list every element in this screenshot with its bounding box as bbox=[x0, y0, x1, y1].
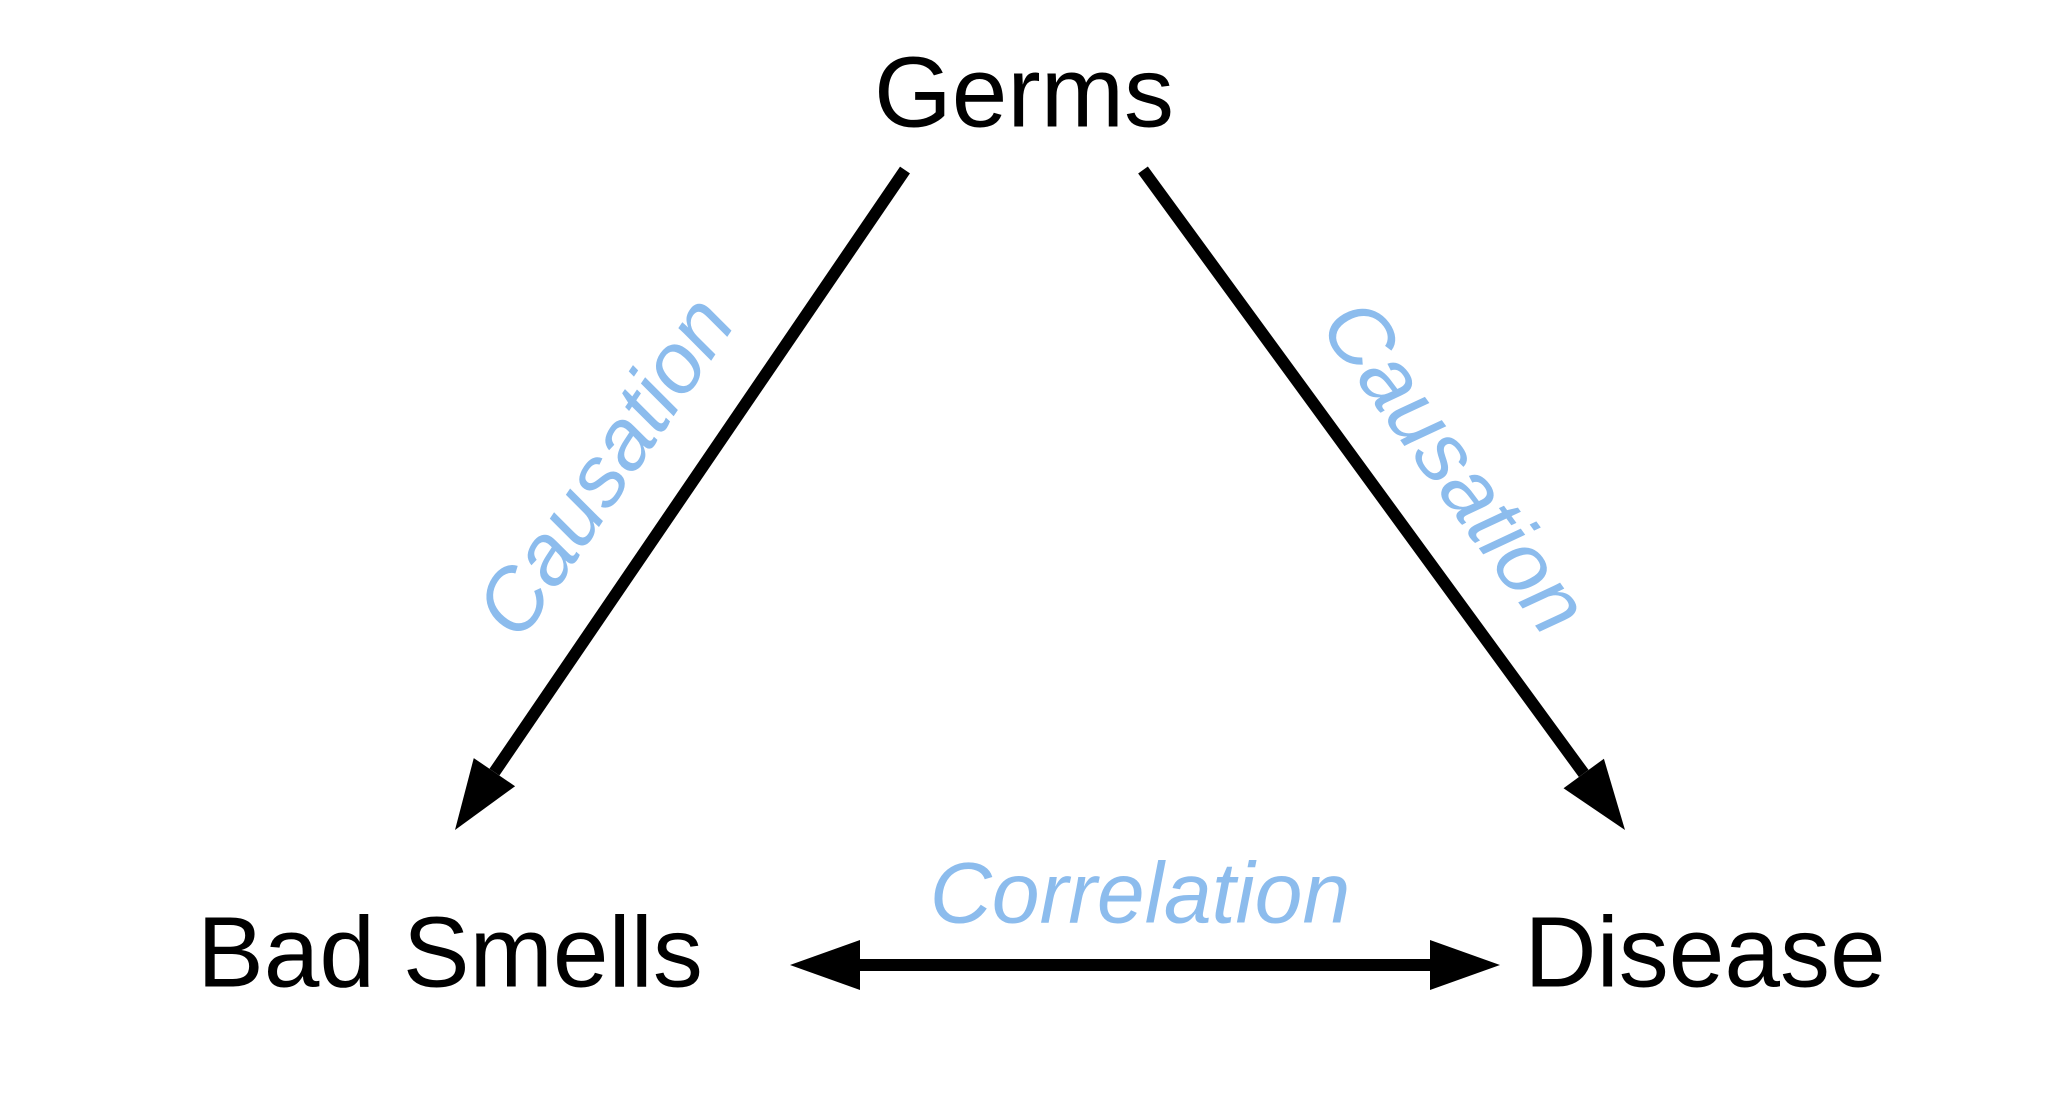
arrow-germs-to-badsmells bbox=[455, 170, 905, 830]
node-badsmells: Bad Smells bbox=[197, 896, 703, 1008]
node-disease: Disease bbox=[1524, 896, 1885, 1008]
causal-diagram: GermsBad SmellsDiseaseCausationCausation… bbox=[0, 0, 2048, 1110]
arrow-germs-to-disease bbox=[1143, 170, 1625, 830]
node-germs: Germs bbox=[874, 36, 1174, 148]
edge-label-correlation: Correlation bbox=[930, 846, 1351, 942]
arrow-badsmells-disease bbox=[790, 940, 1500, 990]
